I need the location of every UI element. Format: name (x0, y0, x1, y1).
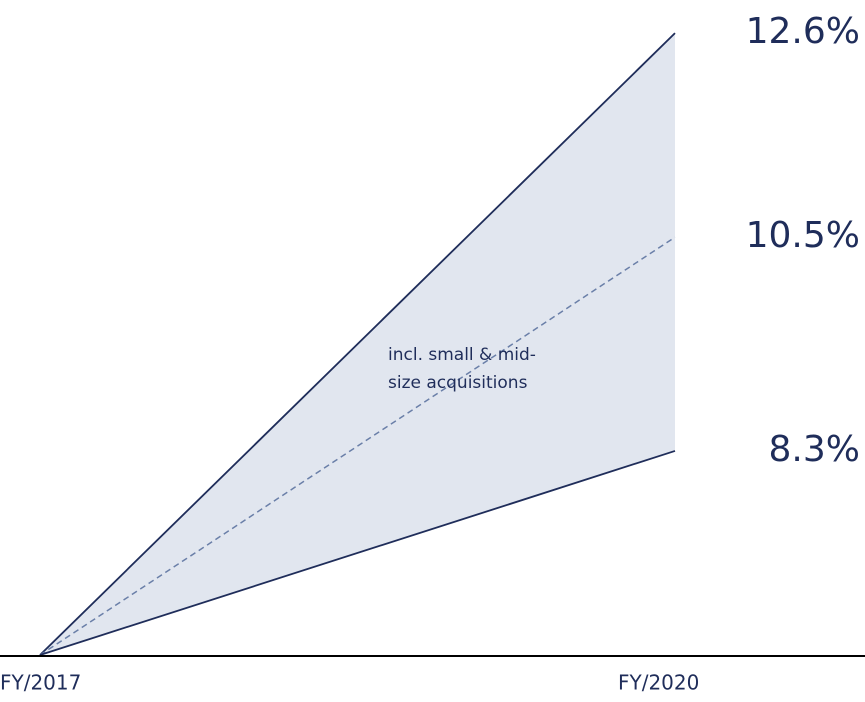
value-label: 8.3% (769, 429, 860, 470)
value-label: 10.5% (746, 215, 860, 256)
x-tick-label: FY/2017 (0, 671, 81, 695)
annotation: size acquisitions (388, 373, 528, 393)
line (39, 450, 676, 656)
dashed-line (39, 236, 676, 656)
x-tick-label: FY/2020 (618, 671, 699, 695)
line (39, 32, 676, 656)
annotation: incl. small & mid- (388, 345, 536, 365)
value-label: 12.6% (746, 11, 860, 52)
